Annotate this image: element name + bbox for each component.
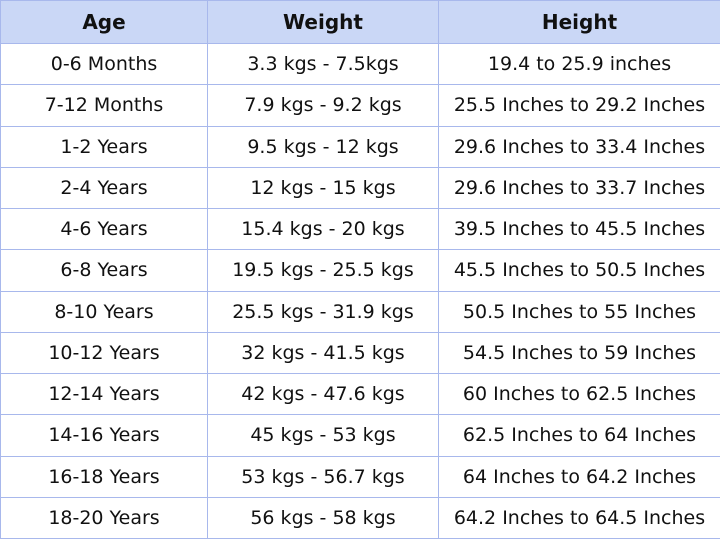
age-cell: 2-4 Years <box>0 166 208 210</box>
weight-cell: 56 kgs - 58 kgs <box>207 496 439 539</box>
header-height: Height <box>438 0 720 44</box>
weight-cell: 15.4 kgs - 20 kgs <box>207 207 439 251</box>
weight-cell: 7.9 kgs - 9.2 kgs <box>207 84 439 127</box>
table-row: 10-12 Years 32 kgs - 41.5 kgs 54.5 Inches … <box>0 331 720 375</box>
table-row: 18-20 Years 56 kgs - 58 kgs 64.2 Inches to… <box>0 496 720 539</box>
weight-cell: 25.5 kgs - 31.9 kgs <box>207 290 439 333</box>
weight-cell: 53 kgs - 56.7 kgs <box>207 455 439 498</box>
header-age: Age <box>0 0 208 44</box>
height-cell: 25.5 Inches to 29.2 Inches <box>438 84 720 127</box>
weight-cell: 19.5 kgs - 25.5 kgs <box>207 249 439 292</box>
age-cell: 1-2 Years <box>0 125 208 168</box>
table-row: 12-14 Years 42 kgs - 47.6 kgs 60 Inches to… <box>0 372 720 416</box>
age-cell: 18-20 Years <box>0 496 208 539</box>
height-cell: 64 Inches to 64.2 Inches <box>438 455 720 498</box>
weight-cell: 45 kgs - 53 kgs <box>207 414 439 457</box>
table-row: 2-4 Years 12 kgs - 15 kgs 29.6 Inches to 3… <box>0 166 720 210</box>
age-cell: 10-12 Years <box>0 331 208 375</box>
age-cell: 12-14 Years <box>0 372 208 416</box>
table-row: 7-12 Months 7.9 kgs - 9.2 kgs 25.5 Inches … <box>0 84 720 127</box>
table-row: 1-2 Years 9.5 kgs - 12 kgs 29.6 Inches to … <box>0 125 720 168</box>
age-cell: 16-18 Years <box>0 455 208 498</box>
weight-cell: 42 kgs - 47.6 kgs <box>207 372 439 416</box>
weight-cell: 32 kgs - 41.5 kgs <box>207 331 439 375</box>
height-cell: 62.5 Inches to 64 Inches <box>438 414 720 457</box>
height-cell: 50.5 Inches to 55 Inches <box>438 290 720 333</box>
age-cell: 14-16 Years <box>0 414 208 457</box>
weight-cell: 9.5 kgs - 12 kgs <box>207 125 439 168</box>
weight-cell: 12 kgs - 15 kgs <box>207 166 439 210</box>
header-weight: Weight <box>207 0 439 44</box>
height-cell: 29.6 Inches to 33.7 Inches <box>438 166 720 210</box>
age-cell: 6-8 Years <box>0 249 208 292</box>
age-cell: 4-6 Years <box>0 207 208 251</box>
age-cell: 8-10 Years <box>0 290 208 333</box>
table-row: 6-8 Years 19.5 kgs - 25.5 kgs 45.5 Inches … <box>0 249 720 292</box>
weight-cell: 3.3 kgs - 7.5kgs <box>207 42 439 86</box>
table-row: 14-16 Years 45 kgs - 53 kgs 62.5 Inches to… <box>0 414 720 457</box>
table-row: 16-18 Years 53 kgs - 56.7 kgs 64 Inches to… <box>0 455 720 498</box>
height-cell: 64.2 Inches to 64.5 Inches <box>438 496 720 539</box>
age-cell: 0-6 Months <box>0 42 208 86</box>
height-cell: 54.5 Inches to 59 Inches <box>438 331 720 375</box>
height-cell: 29.6 Inches to 33.4 Inches <box>438 125 720 168</box>
table-row: 8-10 Years 25.5 kgs - 31.9 kgs 50.5 Inches… <box>0 290 720 333</box>
table-row: 4-6 Years 15.4 kgs - 20 kgs 39.5 Inches to… <box>0 207 720 251</box>
height-cell: 45.5 Inches to 50.5 Inches <box>438 249 720 292</box>
table-row: 0-6 Months 3.3 kgs - 7.5kgs 19.4 to 25.9 i… <box>0 42 720 86</box>
age-cell: 7-12 Months <box>0 84 208 127</box>
height-cell: 19.4 to 25.9 inches <box>438 42 720 86</box>
height-cell: 39.5 Inches to 45.5 Inches <box>438 207 720 251</box>
height-cell: 60 Inches to 62.5 Inches <box>438 372 720 416</box>
header-row: Age Weight Height <box>0 0 720 44</box>
